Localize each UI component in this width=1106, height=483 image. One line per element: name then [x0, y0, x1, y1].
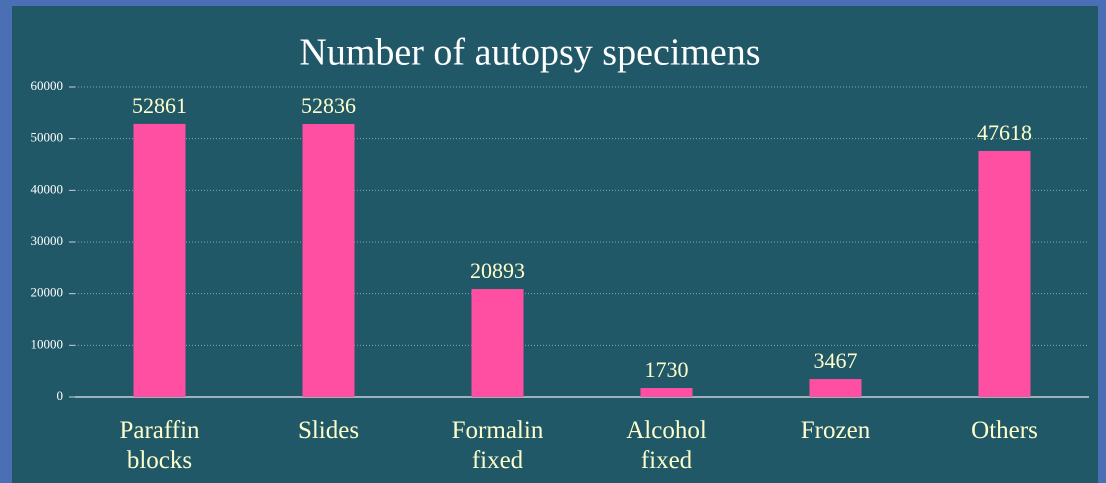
bar	[809, 379, 862, 397]
bar	[978, 150, 1031, 397]
y-tick-label: 50000	[31, 130, 64, 145]
value-label: 52836	[301, 93, 356, 118]
x-tick-label: Frozen	[800, 417, 871, 444]
x-tick-label: Slides	[297, 417, 360, 444]
chart-title: Number of autopsy specimens	[299, 32, 760, 74]
x-tick-label: Others	[971, 417, 1038, 444]
bar	[640, 388, 693, 397]
y-tick-label: 60000	[31, 78, 64, 93]
x-tick-label: Formalin fixed	[451, 417, 544, 474]
x-tick-label: Paraffin blocks	[119, 417, 200, 474]
chart-panel: Number of autopsy specimens 0 10000 20000 3…	[12, 6, 1098, 483]
y-tick-label: 30000	[31, 233, 64, 248]
value-label: 3467	[814, 348, 858, 373]
y-tick-label: 10000	[31, 336, 64, 351]
bar	[133, 123, 186, 398]
x-tick-label: Alcohol fixed	[626, 417, 707, 474]
y-tick-label: 0	[57, 388, 64, 403]
value-label: 47618	[977, 120, 1032, 145]
value-label: 52861	[132, 93, 187, 118]
bar	[471, 289, 524, 397]
value-label: 1730	[645, 357, 689, 382]
bar	[302, 124, 355, 397]
value-label: 20893	[470, 258, 525, 283]
y-tick-label: 40000	[31, 181, 64, 196]
y-tick-label: 20000	[31, 285, 64, 300]
chart: Number of autopsy specimens 0 10000 20000 3…	[31, 32, 1089, 403]
